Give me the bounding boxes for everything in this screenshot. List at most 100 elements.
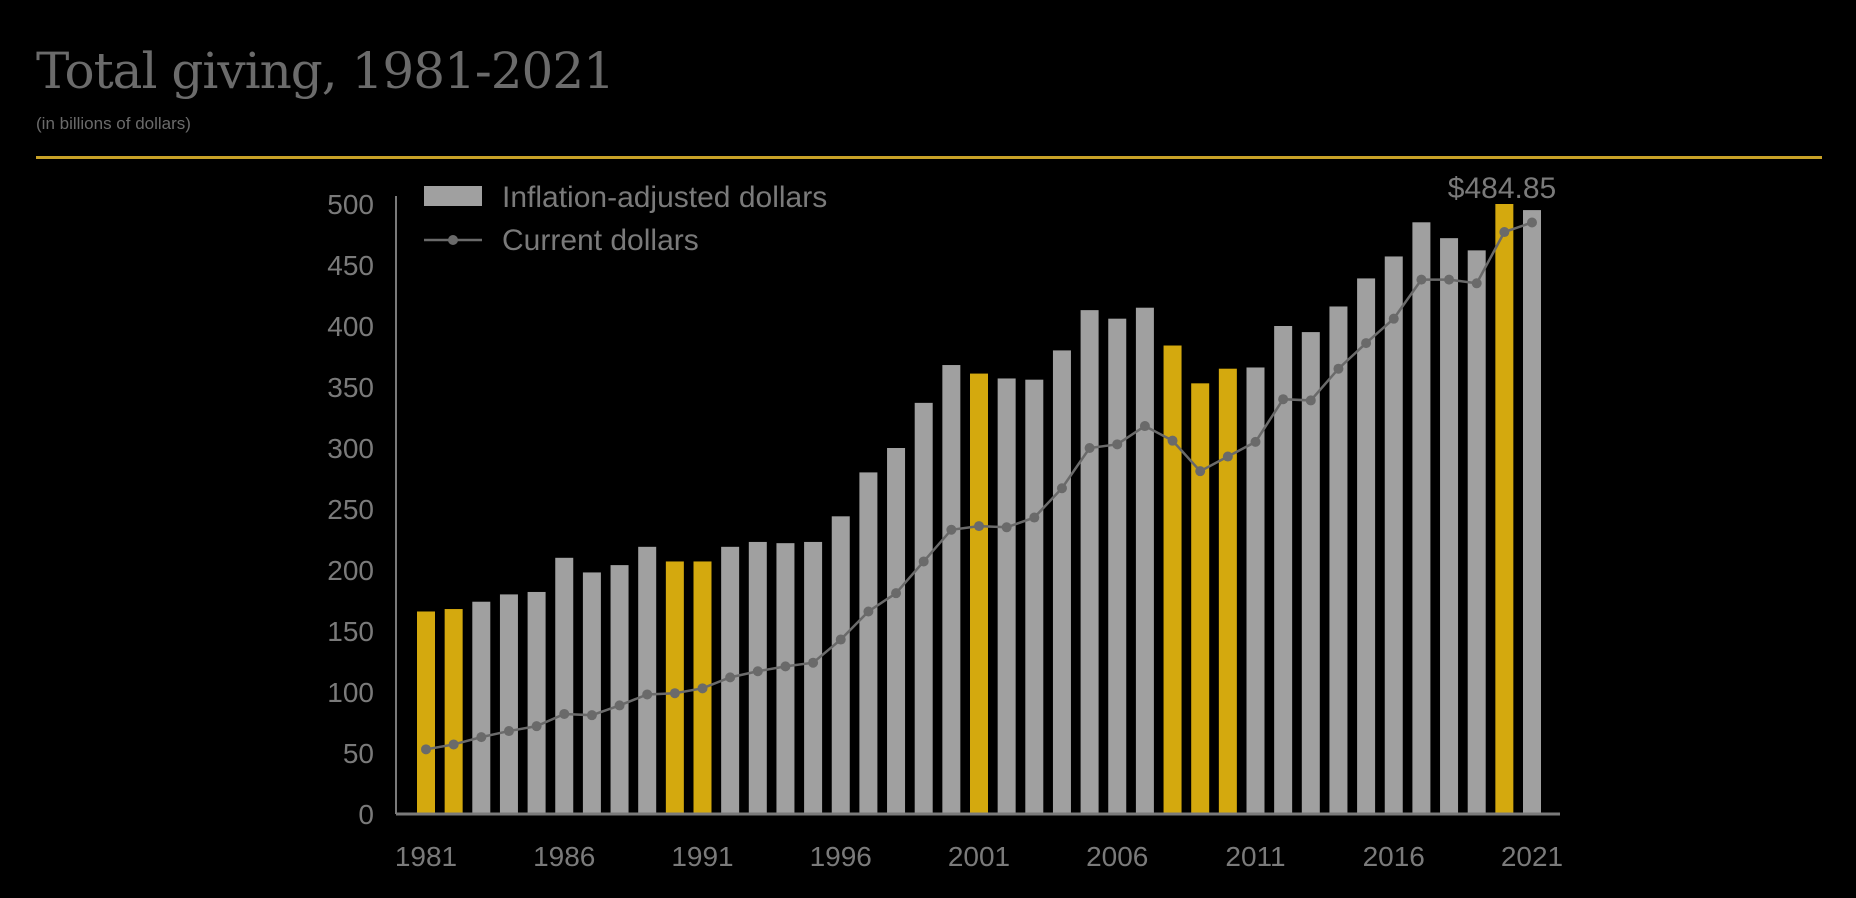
point-1990	[669, 688, 680, 699]
y-tick-200: 200	[327, 555, 374, 586]
point-2008	[1167, 435, 1178, 446]
point-2019	[1471, 278, 1482, 289]
bar-1985	[527, 591, 546, 814]
x-tick-1981: 1981	[395, 841, 457, 872]
point-1999	[918, 556, 929, 567]
x-tick-1991: 1991	[671, 841, 733, 872]
point-2009	[1195, 466, 1206, 477]
bar-1995	[804, 541, 823, 814]
point-2015	[1361, 338, 1372, 349]
point-2004	[1056, 483, 1067, 494]
bar-2007	[1135, 307, 1154, 814]
point-2005	[1084, 443, 1095, 453]
y-tick-450: 450	[327, 250, 374, 281]
bar-2012	[1274, 326, 1293, 814]
bar-2020	[1495, 204, 1514, 814]
point-1984	[503, 726, 514, 737]
bar-2014	[1329, 306, 1348, 814]
legend-bar-swatch	[424, 186, 482, 206]
bar-2003	[1025, 379, 1044, 814]
point-2017	[1416, 274, 1427, 285]
legend-line-label: Current dollars	[502, 224, 699, 257]
point-1987	[586, 710, 597, 721]
point-1982	[448, 739, 459, 750]
bar-1987	[582, 572, 601, 814]
x-tick-labels: 1981 1986 1991 1996 2001 2006 2011 2016 2021	[395, 841, 1563, 872]
bar-1984	[499, 594, 518, 814]
bar-2008	[1163, 345, 1182, 814]
bar-2019	[1467, 250, 1486, 815]
bar-1990	[665, 561, 684, 814]
point-1997	[863, 606, 874, 617]
bar-1986	[555, 557, 574, 814]
bar-1997	[859, 472, 878, 814]
y-tick-150: 150	[327, 616, 374, 647]
bar-1989	[638, 546, 657, 814]
point-1991	[697, 683, 708, 694]
point-1998	[891, 588, 902, 599]
bar-2000	[942, 365, 961, 814]
bar-1981	[417, 611, 435, 814]
x-tick-2011: 2011	[1225, 841, 1285, 872]
bar-2015	[1357, 278, 1376, 814]
bar-2017	[1412, 222, 1431, 815]
bar-1983	[472, 601, 491, 814]
point-2020	[1499, 227, 1510, 238]
y-tick-50: 50	[343, 738, 374, 769]
point-2006	[1112, 439, 1123, 450]
legend-bar-label: Inflation-adjusted dollars	[502, 181, 827, 214]
point-2002	[1001, 522, 1012, 533]
bar-1993	[748, 541, 767, 814]
bar-1999	[914, 402, 933, 814]
x-tick-1986: 1986	[533, 841, 595, 872]
y-tick-250: 250	[327, 494, 374, 525]
line-group	[421, 217, 1537, 755]
point-1994	[780, 661, 791, 672]
point-2000	[946, 524, 957, 535]
point-2013	[1305, 395, 1316, 406]
x-tick-1996: 1996	[810, 841, 872, 872]
point-1989	[642, 689, 653, 700]
peak-value-annotation: $484.85	[1448, 172, 1556, 205]
point-1995	[808, 657, 819, 668]
point-1993	[752, 666, 763, 677]
legend-line-dot	[448, 235, 458, 245]
x-tick-2006: 2006	[1086, 841, 1148, 872]
y-tick-300: 300	[327, 433, 374, 464]
point-2016	[1388, 313, 1399, 324]
x-tick-2016: 2016	[1363, 841, 1425, 872]
chart-title: Total giving, 1981-2021	[36, 42, 615, 100]
point-1985	[531, 721, 542, 732]
bar-2013	[1301, 332, 1320, 814]
bar-2004	[1052, 350, 1071, 814]
bar-2002	[997, 378, 1016, 814]
point-2003	[1029, 512, 1040, 523]
legend: Inflation-adjusted dollars Current dolla…	[424, 181, 827, 257]
point-1996	[835, 634, 846, 645]
y-tick-0: 0	[358, 799, 374, 830]
bar-1982	[444, 609, 463, 814]
y-tick-100: 100	[327, 677, 374, 708]
y-tick-500: 500	[327, 189, 374, 220]
bar-1994	[776, 543, 795, 814]
point-2001	[974, 521, 984, 532]
point-1992	[725, 672, 736, 683]
point-1983	[476, 732, 487, 743]
bar-2006	[1108, 318, 1127, 814]
point-2007	[1139, 421, 1150, 432]
bar-2009	[1191, 383, 1210, 814]
bar-2001	[970, 373, 988, 814]
y-tick-labels: 0 50 100 150 200 250 300 350 400 450 500	[327, 189, 374, 830]
bar-2010	[1218, 368, 1237, 814]
point-2018	[1444, 274, 1455, 285]
bar-2005	[1080, 310, 1099, 814]
y-tick-350: 350	[327, 372, 374, 403]
bar-1988	[610, 565, 629, 814]
x-tick-2021: 2021	[1501, 841, 1563, 872]
point-2021	[1527, 217, 1537, 228]
bars-group	[417, 204, 1541, 815]
bar-2021	[1523, 210, 1541, 815]
point-2011	[1250, 436, 1261, 447]
bar-1998	[887, 448, 906, 814]
